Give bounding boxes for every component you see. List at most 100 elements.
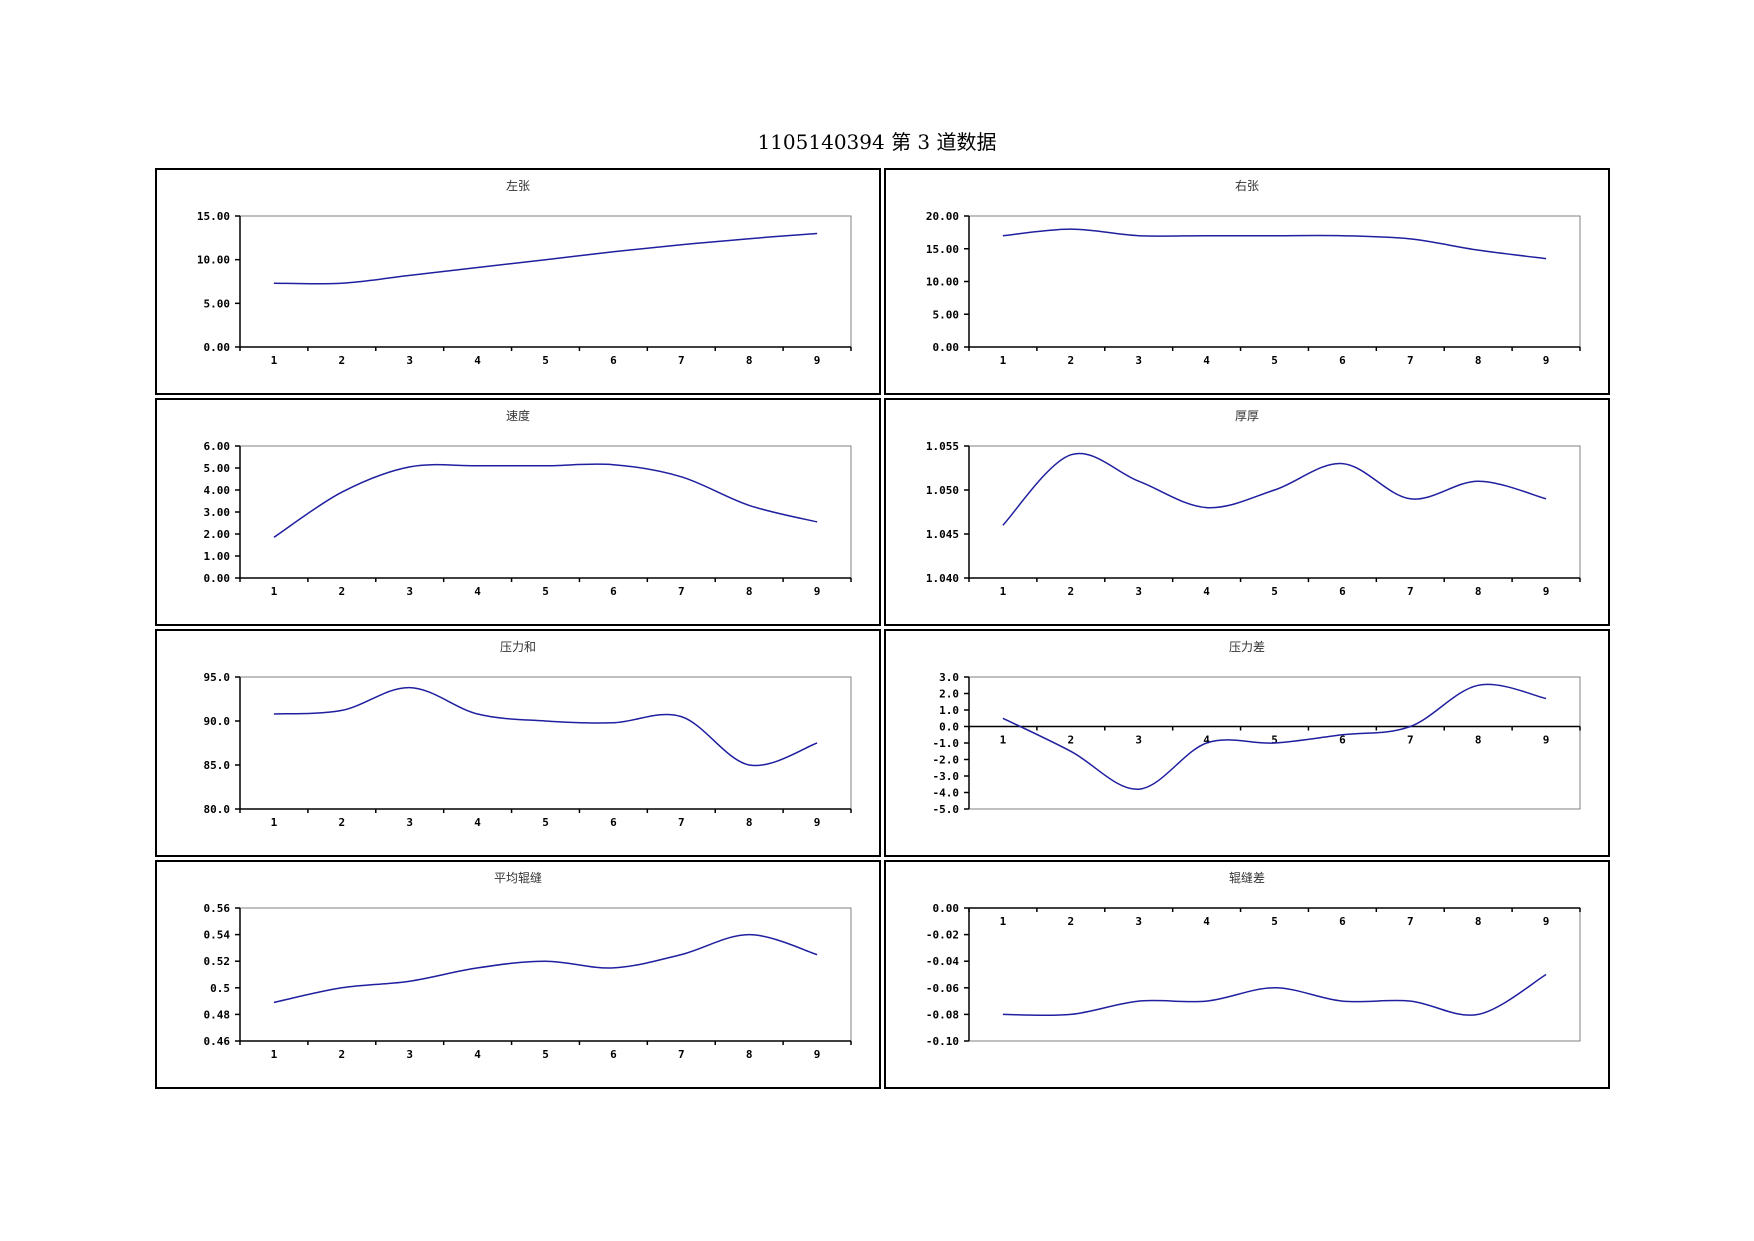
x-tick-label: 6 — [1339, 734, 1346, 747]
x-tick-label: 5 — [1271, 354, 1278, 367]
chart-svg: 左张 0.00 5.00 10.00 15.00 1 2 3 4 5 6 7 8 9 — [155, 168, 881, 395]
y-tick-label: 0.00 — [933, 341, 960, 354]
x-tick-label: 6 — [1339, 915, 1346, 928]
y-tick-label: 0.46 — [204, 1035, 231, 1048]
x-tick-label: 4 — [1203, 585, 1210, 598]
y-tick-label: 90.0 — [204, 715, 231, 728]
series-line — [273, 463, 818, 538]
series-line — [1002, 973, 1547, 1017]
chart-svg: 压力差 -5.0 -4.0 -3.0 -2.0 -1.0 0.0 1.0 2.0 3.0 1 2 3 4 5… — [884, 629, 1610, 857]
x-tick-label: 7 — [678, 816, 685, 829]
x-tick-label: 4 — [1203, 734, 1210, 747]
chart-frame — [155, 398, 881, 626]
y-tick-label: -0.08 — [926, 1008, 959, 1021]
x-tick-label: 9 — [1543, 915, 1550, 928]
y-tick-label: 0.0 — [939, 721, 959, 734]
x-tick-label: 6 — [1339, 585, 1346, 598]
x-tick-label: 9 — [814, 816, 821, 829]
y-tick-label: 1.00 — [204, 550, 231, 563]
chart-left-tension: 左张 0.00 5.00 10.00 15.00 1 2 3 4 5 6 7 8 9 — [155, 168, 881, 395]
x-tick-label: 1 — [1000, 585, 1007, 598]
y-tick-label: 1.055 — [926, 440, 959, 453]
chart-pressure-diff: 压力差 -5.0 -4.0 -3.0 -2.0 -1.0 0.0 1.0 2.0 3.0 1 2 3 4 5… — [884, 629, 1610, 857]
x-tick-label: 1 — [1000, 354, 1007, 367]
x-tick-label: 2 — [1068, 734, 1075, 747]
y-tick-label: 85.0 — [204, 759, 231, 772]
x-tick-label: 9 — [1543, 585, 1550, 598]
y-tick-label: 15.00 — [926, 243, 959, 256]
chart-frame — [155, 629, 881, 857]
y-tick-label: 5.00 — [204, 297, 231, 310]
series-line — [273, 933, 818, 1004]
y-tick-label: 80.0 — [204, 803, 231, 816]
x-tick-label: 5 — [1271, 734, 1278, 747]
x-tick-label: 3 — [1135, 354, 1142, 367]
x-tick-label: 7 — [678, 585, 685, 598]
chart-title: 辊缝差 — [1229, 870, 1265, 885]
x-tick-label: 4 — [474, 354, 481, 367]
chart-svg: 辊缝差 -0.10 -0.08 -0.06 -0.04 -0.02 0.00 1 2 3 4 5 6 7 8… — [884, 860, 1610, 1089]
x-tick-label: 1 — [1000, 734, 1007, 747]
series-line — [1002, 683, 1547, 790]
y-tick-label: 0.00 — [204, 341, 231, 354]
x-tick-label: 3 — [1135, 915, 1142, 928]
x-tick-label: 8 — [1475, 585, 1482, 598]
y-tick-label: 0.5 — [210, 982, 230, 995]
y-tick-label: 3.00 — [204, 506, 231, 519]
y-tick-label: -0.10 — [926, 1035, 959, 1048]
y-tick-label: 10.00 — [926, 276, 959, 289]
y-tick-label: -3.0 — [933, 770, 960, 783]
x-tick-label: 9 — [1543, 734, 1550, 747]
y-tick-label: -4.0 — [933, 787, 960, 800]
x-tick-label: 9 — [814, 1048, 821, 1061]
y-tick-label: -5.0 — [933, 803, 960, 816]
y-tick-label: 1.0 — [939, 704, 959, 717]
x-tick-label: 2 — [1068, 915, 1075, 928]
x-tick-label: 6 — [610, 354, 617, 367]
chart-svg: 右张 0.00 5.00 10.00 15.00 20.00 1 2 3 4 5 6 7 8 9 — [884, 168, 1610, 395]
x-tick-label: 3 — [406, 816, 413, 829]
x-tick-label: 2 — [339, 816, 346, 829]
x-tick-label: 5 — [542, 354, 549, 367]
x-tick-label: 2 — [1068, 585, 1075, 598]
chart-svg: 速度 0.00 1.00 2.00 3.00 4.00 5.00 6.00 1 2 3 4 5 6 7 8 9 — [155, 398, 881, 626]
chart-frame — [884, 629, 1610, 857]
x-tick-label: 8 — [1475, 354, 1482, 367]
chart-thickness: 厚厚 1.040 1.045 1.050 1.055 1 2 3 4 5 6 7 8 9 — [884, 398, 1610, 626]
y-tick-label: 95.0 — [204, 671, 231, 684]
chart-title: 左张 — [506, 178, 530, 193]
chart-title: 右张 — [1235, 178, 1259, 193]
y-tick-label: 10.00 — [197, 254, 230, 267]
series-line — [1002, 228, 1547, 260]
x-tick-label: 1 — [271, 1048, 278, 1061]
x-tick-label: 1 — [271, 585, 278, 598]
chart-title: 压力和 — [500, 640, 536, 654]
y-tick-label: -0.06 — [926, 982, 959, 995]
y-tick-label: -0.04 — [926, 955, 959, 968]
y-tick-label: 3.0 — [939, 671, 959, 684]
x-tick-label: 6 — [1339, 354, 1346, 367]
y-tick-label: 5.00 — [204, 462, 231, 475]
x-tick-label: 7 — [1407, 585, 1414, 598]
x-tick-label: 3 — [406, 585, 413, 598]
chart-pressure-sum: 压力和 80.0 85.0 90.0 95.0 1 2 3 4 5 6 7 8 9 — [155, 629, 881, 857]
series-line — [1002, 452, 1547, 526]
x-tick-label: 3 — [406, 354, 413, 367]
chart-frame — [884, 860, 1610, 1089]
x-tick-label: 4 — [474, 585, 481, 598]
chart-title: 平均辊缝 — [494, 870, 542, 885]
y-tick-label: 0.56 — [204, 902, 231, 915]
chart-title: 厚厚 — [1235, 409, 1259, 423]
chart-svg: 厚厚 1.040 1.045 1.050 1.055 1 2 3 4 5 6 7 8 9 — [884, 398, 1610, 626]
chart-svg: 平均辊缝 0.46 0.48 0.5 0.52 0.54 0.56 1 2 3 4 5 6 7 8 9 — [155, 860, 881, 1089]
chart-frame — [884, 168, 1610, 395]
y-tick-label: -0.02 — [926, 929, 959, 942]
y-tick-label: 0.48 — [204, 1008, 231, 1021]
y-tick-label: -2.0 — [933, 754, 960, 767]
x-tick-label: 2 — [339, 1048, 346, 1061]
x-tick-label: 6 — [610, 585, 617, 598]
y-tick-label: 6.00 — [204, 440, 231, 453]
x-tick-label: 7 — [678, 354, 685, 367]
chart-avg-roll-gap: 平均辊缝 0.46 0.48 0.5 0.52 0.54 0.56 1 2 3 4 5 6 7 8 9 — [155, 860, 881, 1089]
y-tick-label: 0.00 — [933, 902, 960, 915]
